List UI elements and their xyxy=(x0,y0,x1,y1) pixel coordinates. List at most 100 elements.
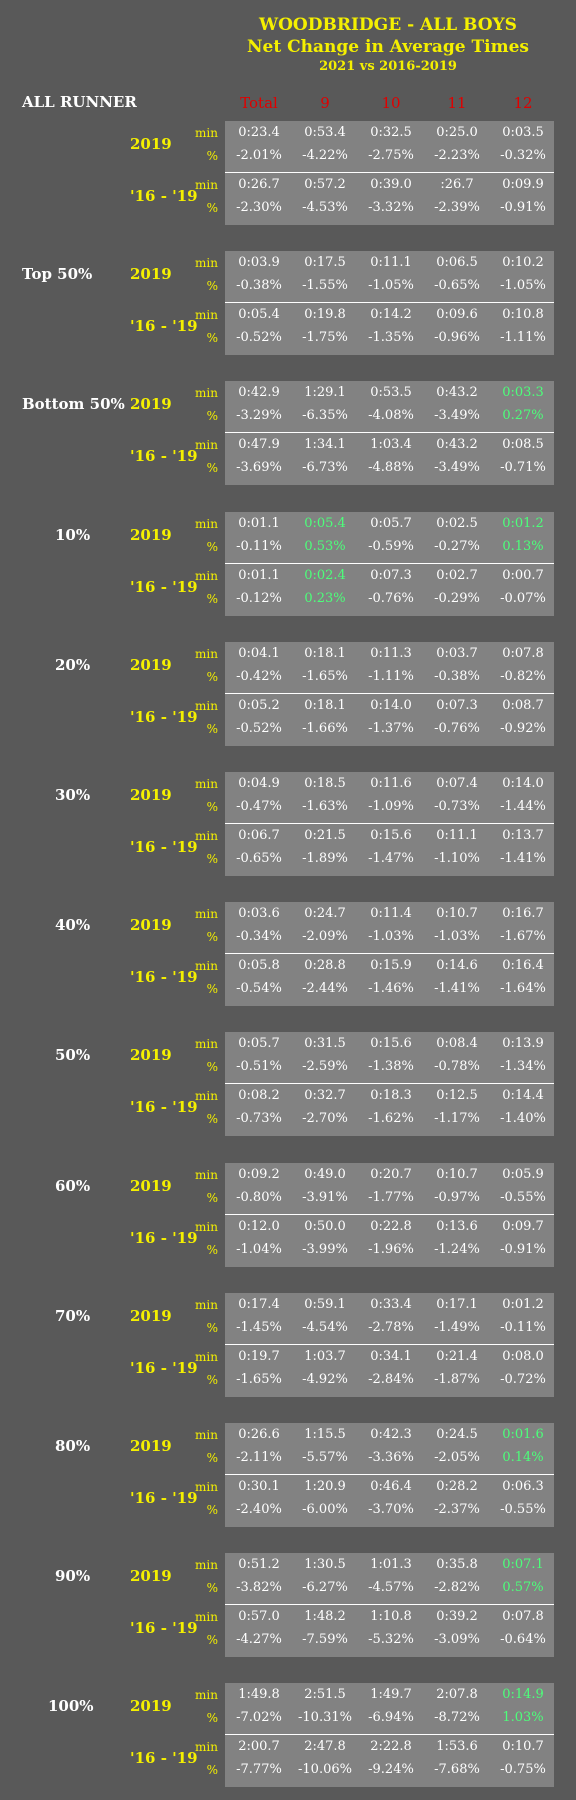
unit-min-label: min xyxy=(195,126,218,140)
table-cell: 0:05.9 xyxy=(502,1166,544,1182)
table-cell: -3.69% xyxy=(236,460,282,476)
data-panel xyxy=(225,511,554,616)
table-cell: -0.38% xyxy=(236,278,282,294)
table-cell: -0.91% xyxy=(500,1241,546,1257)
table-cell: 0:47.9 xyxy=(238,437,280,453)
row-divider xyxy=(225,302,554,304)
data-panel xyxy=(225,902,554,1007)
row-divider xyxy=(225,1474,554,1475)
table-cell: 0.53% xyxy=(304,538,346,554)
table-cell: 0:57.0 xyxy=(238,1609,280,1625)
table-cell: 0:57.2 xyxy=(304,177,346,192)
table-cell: -1.65% xyxy=(236,1371,282,1387)
table-cell: 0:11.1 xyxy=(436,828,478,843)
column-header: 12 xyxy=(513,94,533,112)
year-2016-2019-label: '16 - '19 xyxy=(130,1619,198,1638)
unit-pct-label: % xyxy=(206,1242,218,1257)
unit-min-label: min xyxy=(195,1688,218,1703)
table-cell: 0:04.9 xyxy=(238,776,280,791)
table-cell: 1:10.8 xyxy=(370,1609,412,1625)
group-block: 10% 2019'16 - '19 min 0:01.1 0:05.4 0:05.7 0:0… xyxy=(0,511,576,618)
table-cell: -1.03% xyxy=(368,929,414,945)
year-2016-2019-label: '16 - '19 xyxy=(130,1098,198,1117)
unit-min-label: min xyxy=(195,568,218,583)
table-cell: 0:19.7 xyxy=(238,1348,280,1364)
unit-pct-label: % xyxy=(206,930,218,945)
table-cell: 1:49.7 xyxy=(370,1687,412,1703)
unit-min-label: min xyxy=(195,438,218,453)
table-cell: 0:20.7 xyxy=(370,1166,412,1182)
table-cell: -2.44% xyxy=(302,981,348,997)
table-cell: -0.96% xyxy=(434,330,480,346)
year-2019-label: 2019 xyxy=(130,525,172,544)
table-cell: -1.11% xyxy=(368,668,414,684)
table-cell: -1.03% xyxy=(434,929,480,945)
unit-pct-label: % xyxy=(206,669,218,684)
unit-min-label: min xyxy=(195,386,218,401)
table-cell: -2.84% xyxy=(368,1371,414,1387)
table-cell: 0:08.5 xyxy=(502,437,544,453)
table-cell: -1.41% xyxy=(500,851,546,866)
table-cell: -2.05% xyxy=(434,1450,480,1465)
table-cell: -2.70% xyxy=(302,1111,348,1127)
unit-min-label: min xyxy=(195,1089,218,1104)
table-cell: 2:47.8 xyxy=(304,1739,346,1755)
row-divider xyxy=(225,1604,554,1606)
table-cell: -4.92% xyxy=(302,1371,348,1387)
table-cell: -1.17% xyxy=(434,1111,480,1127)
unit-pct-label: % xyxy=(206,852,218,866)
table-cell: 0:43.2 xyxy=(436,385,478,401)
table-cell: -3.29% xyxy=(236,408,282,424)
table-cell: 0:05.4 xyxy=(304,515,346,531)
unit-pct-label: % xyxy=(206,1190,218,1205)
table-cell: -1.34% xyxy=(500,1059,546,1075)
unit-pct-label: % xyxy=(206,1763,218,1778)
table-cell: 0:21.4 xyxy=(436,1348,478,1364)
table-cell: -0.71% xyxy=(500,460,546,476)
data-panel xyxy=(225,641,554,746)
table-cell: 0:14.2 xyxy=(370,307,412,323)
table-cell: 0:18.1 xyxy=(304,697,346,713)
column-header: 11 xyxy=(447,94,467,112)
unit-min-label: min xyxy=(195,1610,218,1625)
table-cell: -1.44% xyxy=(500,799,546,814)
group-label: 70% xyxy=(55,1306,91,1325)
table-cell: 0:13.6 xyxy=(436,1218,478,1234)
table-cell: 0:16.4 xyxy=(502,958,544,974)
table-cell: -0.07% xyxy=(500,590,546,606)
group-label: 40% xyxy=(55,916,91,935)
unit-pct-label: % xyxy=(206,279,218,294)
table-cell: -1.75% xyxy=(302,330,348,346)
data-panel xyxy=(225,121,554,225)
unit-pct-label: % xyxy=(206,982,218,997)
unit-min-label: min xyxy=(195,698,218,713)
unit-min-label: min xyxy=(195,1297,218,1312)
group-label: Bottom 50% xyxy=(22,395,125,414)
year-2019-label: 2019 xyxy=(130,655,172,674)
unit-pct-label: % xyxy=(206,1451,218,1465)
group-block: Bottom 50% 2019'16 - '19 min 0:42.9 1:29.1 0:… xyxy=(0,381,576,487)
table-cell: -0.12% xyxy=(236,590,282,606)
table-cell: 0:14.0 xyxy=(370,697,412,713)
table-cell: 0:59.1 xyxy=(304,1296,346,1312)
table-cell: -1.49% xyxy=(434,1319,480,1335)
group-block: 60% 2019'16 - '19 min 0:09.2 0:49.0 0:20.7 0:1… xyxy=(0,1162,576,1269)
unit-pct-label: % xyxy=(206,331,218,346)
year-2019-label: 2019 xyxy=(130,1697,172,1716)
table-cell: 2:22.8 xyxy=(370,1739,412,1755)
table-cell: 0.27% xyxy=(502,408,544,424)
unit-pct-label: % xyxy=(206,721,218,736)
all-runner-label: ALL RUNNER xyxy=(22,93,137,111)
table-cell: 0:18.1 xyxy=(304,645,346,661)
table-cell: 0:08.4 xyxy=(436,1036,478,1052)
unit-min-label: min xyxy=(195,308,218,323)
table-cell: 0:10.8 xyxy=(502,307,544,323)
table-cell: 0:07.8 xyxy=(502,1609,544,1625)
table-cell: -6.94% xyxy=(368,1710,414,1726)
table-cell: -0.78% xyxy=(434,1059,480,1075)
table-cell: -4.88% xyxy=(368,460,414,476)
table-cell: -4.57% xyxy=(368,1580,414,1596)
table-cell: -2.39% xyxy=(434,200,480,215)
unit-pct-label: % xyxy=(206,1060,218,1075)
column-header: Total xyxy=(240,94,278,112)
